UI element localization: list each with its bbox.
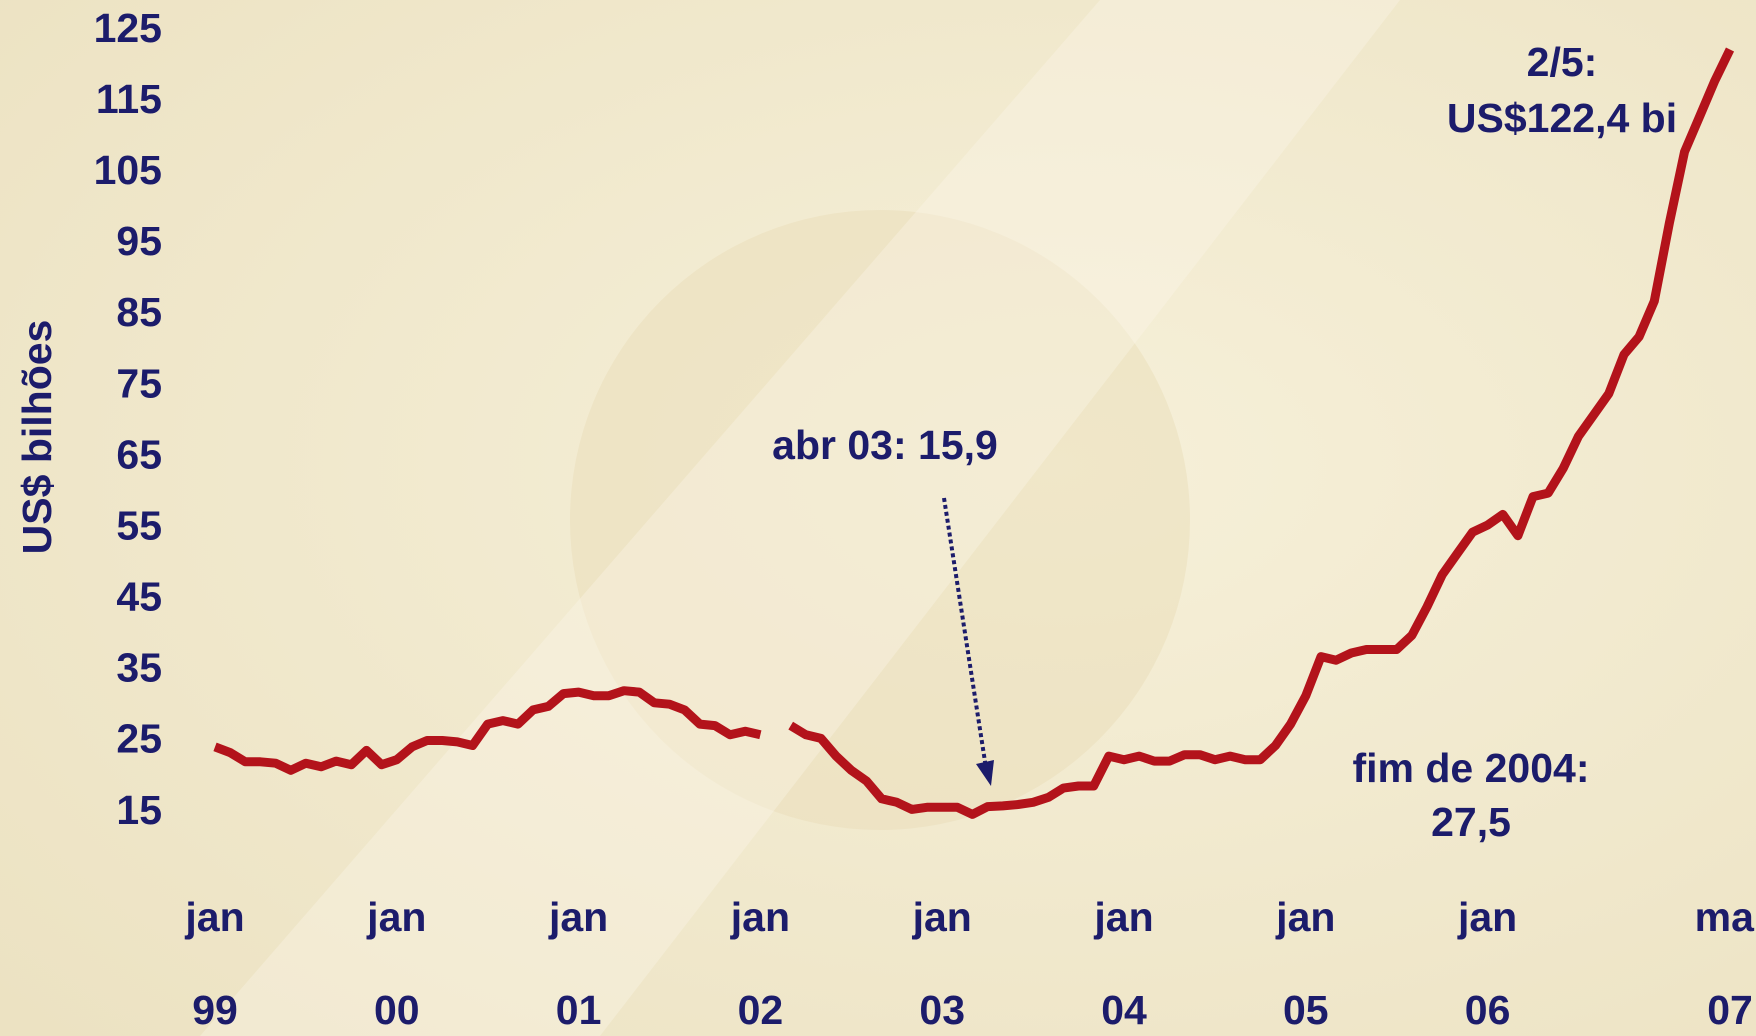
y-tick-label: 65 xyxy=(116,431,162,477)
x-tick-label: jan xyxy=(184,894,244,940)
x-tick-label: jan xyxy=(548,894,608,940)
y-tick-label: 35 xyxy=(116,645,162,691)
x-tick-label: 04 xyxy=(1101,987,1147,1033)
y-tick-label: 15 xyxy=(116,787,162,833)
x-tick-label: 07 xyxy=(1707,987,1753,1033)
x-tick-label: 05 xyxy=(1283,987,1329,1033)
y-tick-label: 75 xyxy=(116,360,162,406)
y-tick-label: 115 xyxy=(96,76,162,122)
x-tick-label: jan xyxy=(1457,894,1517,940)
y-tick-label: 25 xyxy=(116,716,162,762)
y-tick-label: 45 xyxy=(116,574,162,620)
data-line xyxy=(213,686,762,775)
x-tick-label: jan xyxy=(912,894,972,940)
y-tick-label: 125 xyxy=(94,5,162,51)
y-tick-label: 85 xyxy=(116,289,162,335)
x-tick-label: mai xyxy=(1695,894,1756,940)
data-line xyxy=(788,47,1735,819)
annotation: US$122,4 bi xyxy=(1447,95,1677,141)
x-tick-label: 03 xyxy=(919,987,965,1033)
annotation: 2/5: xyxy=(1527,39,1598,85)
y-axis-label: US$ bilhões xyxy=(14,320,60,555)
x-tick-label: jan xyxy=(1275,894,1335,940)
x-tick-label: 02 xyxy=(738,987,784,1033)
x-tick-label: 06 xyxy=(1465,987,1511,1033)
x-tick-label: 99 xyxy=(192,987,238,1033)
x-tick-label: jan xyxy=(366,894,426,940)
annotation: abr 03: 15,9 xyxy=(772,422,998,468)
y-tick-label: 105 xyxy=(94,147,162,193)
x-tick-label: jan xyxy=(730,894,790,940)
background-band xyxy=(200,0,1400,1036)
background-seal xyxy=(570,210,1190,830)
annotation-arrowhead xyxy=(976,760,994,786)
annotation: 27,5 xyxy=(1431,799,1511,845)
y-tick-label: 95 xyxy=(116,218,162,264)
x-tick-label: 01 xyxy=(556,987,602,1033)
x-tick-label: 00 xyxy=(374,987,420,1033)
annotation-arrow xyxy=(942,497,988,769)
x-tick-label: jan xyxy=(1093,894,1153,940)
annotation: fim de 2004: xyxy=(1353,745,1590,791)
y-tick-label: 55 xyxy=(116,502,162,548)
